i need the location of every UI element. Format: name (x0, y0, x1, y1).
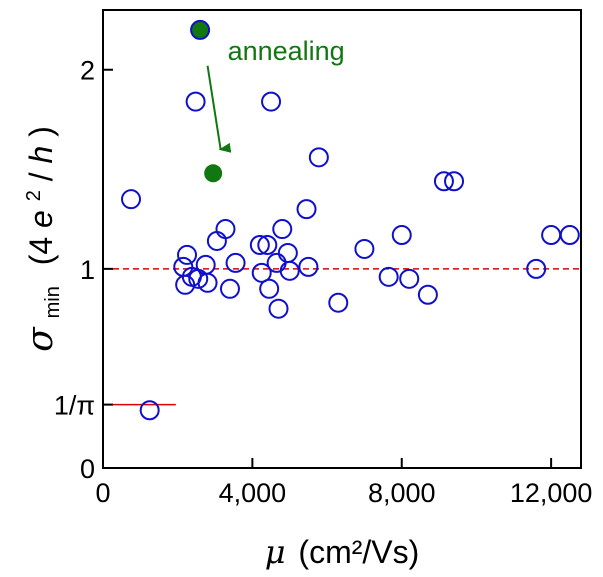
x-axis-symbol: μ (265, 533, 286, 571)
annotation-arrow (206, 65, 232, 153)
x-tick-label: 4,000 (219, 478, 287, 508)
y-axis-unit-h: h (23, 146, 59, 164)
x-tick-label: 12,000 (510, 478, 593, 508)
data-point (268, 298, 289, 319)
data-points (121, 19, 580, 421)
data-point (328, 292, 349, 313)
data-point (433, 171, 454, 192)
y-tick-label: 1 (80, 255, 95, 285)
reference-lines (103, 268, 581, 406)
data-point (249, 234, 270, 255)
data-point (391, 225, 412, 246)
data-point (354, 238, 375, 259)
y-axis-unit-slash: / (23, 172, 59, 181)
x-axis-label: μ (cm²/Vs) (265, 533, 420, 571)
data-point (219, 278, 240, 299)
data-point (121, 189, 142, 210)
data-point (378, 266, 399, 287)
data-point (177, 244, 198, 265)
data-point (272, 219, 293, 240)
data-point (526, 258, 547, 279)
y-axis-unit-e: e (23, 210, 59, 228)
data-point (296, 199, 317, 220)
data-point (185, 91, 206, 112)
data-point (215, 219, 236, 240)
y-axis-unit-sup: 2 (23, 190, 45, 201)
y-axis-symbol: σ (20, 326, 61, 352)
data-point (257, 234, 278, 255)
y-tick-label: 2 (80, 56, 95, 86)
data-point-filled (190, 19, 211, 40)
x-axis-ticks: 0 4,000 8,000 12,000 (95, 458, 592, 508)
x-tick-label: 0 (95, 478, 110, 508)
data-point (181, 266, 202, 287)
data-point (251, 262, 272, 283)
x-tick-label: 8,000 (368, 478, 436, 508)
y-axis-ticks: 0 1/π 1 2 (54, 56, 113, 484)
annotation-text: annealing (228, 36, 345, 66)
y-axis-unit-close: ) (23, 126, 59, 137)
data-point (541, 225, 562, 246)
data-point (417, 284, 438, 305)
data-point (225, 252, 246, 273)
data-point (259, 278, 280, 299)
data-point (444, 171, 465, 192)
data-point (206, 230, 227, 251)
y-axis-unit-open: (4 (23, 237, 59, 265)
data-point (298, 256, 319, 277)
data-point-filled (204, 164, 223, 183)
data-point (277, 242, 298, 263)
data-point (308, 147, 329, 168)
data-point (279, 260, 300, 281)
data-point (399, 268, 420, 289)
data-point (559, 225, 580, 246)
annotations: annealing (206, 36, 345, 153)
y-axis-subscript: min (42, 286, 64, 318)
x-axis-unit: (cm²/Vs) (298, 534, 419, 570)
y-axis-label: σ min (4 e 2 / h ) (11, 126, 66, 352)
data-point (261, 91, 282, 112)
y-tick-label: 1/π (54, 391, 95, 421)
plot-frame (102, 9, 582, 469)
data-point (139, 400, 160, 421)
y-tick-label: 0 (80, 454, 95, 484)
